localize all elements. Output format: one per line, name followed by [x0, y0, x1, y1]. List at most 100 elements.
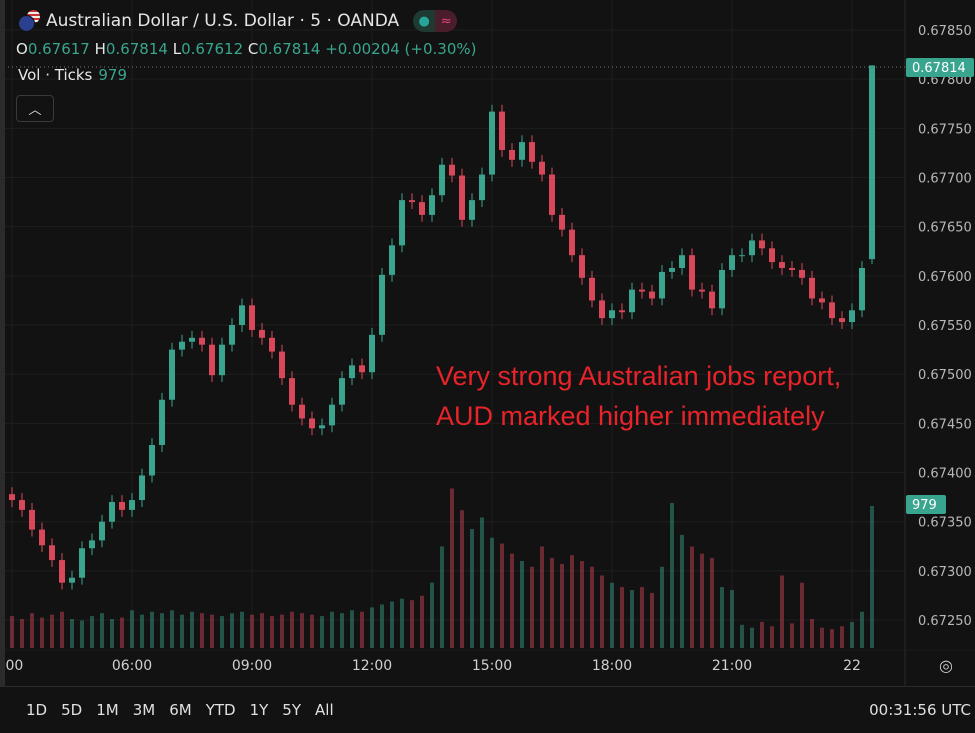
candle-body	[39, 529, 45, 546]
price-chart[interactable]: 0.678500.678000.677500.677000.676500.676…	[0, 0, 975, 686]
volume-bar	[410, 600, 414, 648]
volume-bar	[110, 618, 114, 648]
volume-bar	[180, 614, 184, 648]
volume-bar	[80, 620, 84, 648]
range-button-all[interactable]: All	[315, 701, 334, 719]
x-tick-label: 21:00	[712, 658, 752, 674]
candle-body	[159, 399, 165, 445]
volume-bar	[100, 613, 104, 648]
volume-bar	[650, 592, 654, 648]
candle-body	[329, 404, 335, 426]
volume-bar	[40, 617, 44, 648]
volume-bar	[620, 587, 624, 648]
range-button-1m[interactable]: 1M	[96, 701, 119, 719]
range-button-6m[interactable]: 6M	[169, 701, 192, 719]
chart-settings-eye-icon[interactable]: ◎	[939, 656, 953, 675]
volume-bar	[750, 627, 754, 648]
candle-body	[759, 240, 765, 249]
grid	[5, 0, 906, 686]
candle-body	[539, 161, 545, 175]
volume-bar	[250, 614, 254, 648]
candle-body	[559, 214, 565, 230]
x-tick-label: :00	[1, 658, 24, 674]
range-button-5d[interactable]: 5D	[61, 701, 83, 719]
x-tick-label: 15:00	[472, 658, 512, 674]
volume-label: Vol · Ticks	[18, 66, 93, 84]
candle-body	[849, 310, 855, 323]
candle-body	[129, 500, 135, 510]
candle-body	[259, 329, 265, 338]
volume-bar	[300, 613, 304, 648]
candle-body	[779, 262, 785, 268]
volume-legend[interactable]: Vol · Ticks 979	[18, 66, 127, 84]
volume-bar	[220, 616, 224, 648]
candle-body	[819, 298, 825, 303]
aud-usd-flag-icon	[18, 10, 40, 32]
annotation-line-1: Very strong Australian jobs report,	[436, 361, 842, 391]
volume-bar	[540, 546, 544, 648]
volume-bar	[20, 618, 24, 648]
high-value: 0.67814	[105, 40, 168, 58]
volume-bar	[190, 611, 194, 648]
volume-bar	[710, 558, 714, 648]
candle-body	[689, 255, 695, 290]
volume-bar	[510, 553, 514, 648]
volume-bar	[630, 589, 634, 648]
volume-bar	[30, 613, 34, 648]
low-label: L	[172, 40, 182, 58]
last-price-label: 0.67814	[912, 61, 966, 76]
last-volume-label: 979	[912, 498, 937, 513]
volume-bar	[210, 614, 214, 648]
candle-body	[719, 269, 725, 309]
low-value: 0.67612	[181, 40, 244, 58]
range-button-1y[interactable]: 1Y	[249, 701, 269, 719]
range-button-1d[interactable]: 1D	[26, 701, 48, 719]
volume-bar	[480, 517, 484, 648]
candle-body	[709, 291, 715, 309]
candle-body	[419, 202, 425, 215]
volume-bar	[530, 566, 534, 648]
volume-bar	[520, 560, 524, 648]
candle-body	[449, 164, 455, 176]
candle-body	[859, 267, 865, 311]
volume-bar	[310, 614, 314, 648]
market-status-pill[interactable]: ● ≈	[413, 10, 458, 32]
candles	[9, 65, 875, 590]
volume-bar	[360, 611, 364, 648]
candle-body	[429, 195, 435, 215]
candle-body	[869, 65, 875, 260]
symbol-header[interactable]: Australian Dollar / U.S. Dollar · 5 · OA…	[18, 10, 458, 32]
candle-body	[59, 560, 65, 583]
clock[interactable]: 00:31:56 UTC	[869, 701, 971, 719]
candle-body	[169, 349, 175, 400]
volume-bar	[870, 506, 874, 648]
volume-bar	[580, 560, 584, 648]
range-button-ytd[interactable]: YTD	[205, 701, 236, 719]
market-open-dot-icon: ●	[413, 10, 436, 32]
volume-bar	[350, 610, 354, 648]
candle-body	[439, 164, 445, 196]
volume-bars	[10, 488, 874, 648]
candle-body	[549, 174, 555, 215]
wave-icon: ≈	[435, 10, 458, 32]
volume-bar	[420, 595, 424, 648]
volume-bar	[370, 607, 374, 648]
volume-bar	[790, 623, 794, 648]
y-tick-label: 0.67850	[918, 24, 972, 39]
range-button-3m[interactable]: 3M	[132, 701, 156, 719]
volume-bar	[90, 616, 94, 648]
candle-body	[489, 111, 495, 175]
y-tick-label: 0.67650	[918, 221, 972, 236]
x-tick-label: 09:00	[232, 658, 272, 674]
volume-bar	[490, 537, 494, 648]
volume-bar	[340, 613, 344, 648]
y-tick-label: 0.67600	[918, 270, 972, 285]
candle-body	[529, 142, 535, 162]
close-label: C	[247, 40, 259, 58]
volume-bar	[640, 587, 644, 648]
volume-bar	[820, 627, 824, 648]
candle-body	[609, 310, 615, 319]
range-button-5y[interactable]: 5Y	[282, 701, 302, 719]
collapse-legend-button[interactable]: ︿	[16, 95, 54, 122]
y-tick-label: 0.67550	[918, 319, 972, 334]
